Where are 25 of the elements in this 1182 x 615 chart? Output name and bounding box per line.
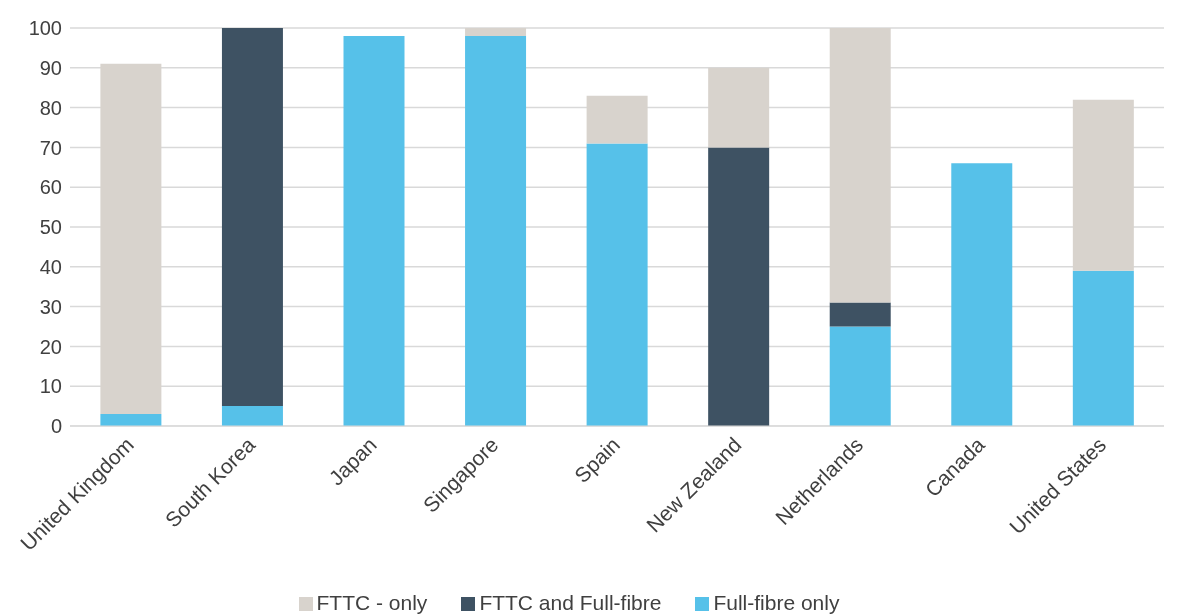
y-tick-label: 90 — [39, 56, 62, 79]
y-tick-label: 40 — [39, 255, 62, 278]
bar — [100, 414, 162, 426]
bar — [586, 143, 648, 426]
y-tick-label: 50 — [39, 216, 62, 239]
bar — [708, 147, 770, 426]
y-tick-label: 20 — [39, 335, 62, 358]
legend-label: Full-fibre only — [713, 591, 840, 614]
legend-label: FTTC and Full-fibre — [479, 591, 662, 614]
y-tick-label: 80 — [39, 96, 62, 119]
bar — [343, 35, 405, 426]
bar — [829, 326, 891, 426]
y-tick-label: 30 — [39, 295, 62, 318]
y-tick-label: 0 — [50, 415, 62, 438]
bar — [465, 35, 527, 426]
bar — [221, 28, 283, 407]
y-tick-label: 100 — [28, 17, 62, 40]
y-tick-label: 10 — [39, 375, 62, 398]
bar — [221, 406, 283, 426]
bar — [829, 302, 891, 327]
bar — [951, 163, 1013, 426]
y-tick-label: 70 — [39, 136, 62, 159]
y-tick-label: 60 — [39, 176, 62, 199]
bar — [1072, 270, 1134, 426]
legend-label: FTTC - only — [316, 591, 428, 614]
